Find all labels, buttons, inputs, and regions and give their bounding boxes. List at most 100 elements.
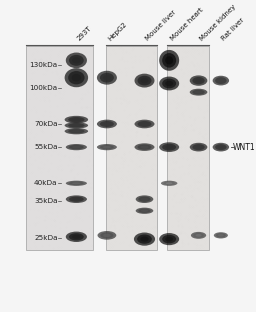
Ellipse shape: [97, 71, 117, 85]
Ellipse shape: [103, 122, 111, 126]
Ellipse shape: [137, 121, 152, 127]
Ellipse shape: [162, 235, 176, 243]
Ellipse shape: [72, 198, 81, 201]
Ellipse shape: [216, 233, 226, 237]
Text: Mouse liver: Mouse liver: [144, 9, 177, 41]
Ellipse shape: [138, 209, 151, 213]
Ellipse shape: [218, 79, 224, 83]
Ellipse shape: [66, 195, 87, 203]
Ellipse shape: [68, 129, 84, 134]
Text: WNT1: WNT1: [233, 143, 256, 152]
Ellipse shape: [69, 145, 84, 149]
Ellipse shape: [69, 233, 84, 241]
Ellipse shape: [161, 181, 177, 186]
FancyBboxPatch shape: [26, 46, 93, 250]
Text: 25kDa: 25kDa: [34, 235, 58, 241]
Ellipse shape: [192, 90, 205, 95]
Ellipse shape: [69, 197, 84, 202]
Ellipse shape: [196, 234, 201, 237]
Ellipse shape: [134, 143, 154, 151]
Ellipse shape: [162, 53, 176, 68]
Ellipse shape: [162, 79, 176, 88]
Ellipse shape: [103, 146, 111, 149]
Ellipse shape: [159, 233, 179, 245]
Ellipse shape: [100, 232, 113, 238]
Ellipse shape: [159, 76, 179, 90]
Ellipse shape: [192, 77, 205, 84]
Ellipse shape: [72, 118, 81, 121]
Ellipse shape: [65, 128, 88, 134]
Ellipse shape: [72, 124, 81, 127]
Ellipse shape: [193, 233, 204, 238]
Ellipse shape: [137, 144, 152, 150]
Ellipse shape: [162, 144, 176, 150]
Ellipse shape: [68, 117, 84, 122]
Text: 130kDa: 130kDa: [29, 62, 58, 68]
Ellipse shape: [213, 143, 229, 151]
Text: 293T: 293T: [76, 25, 93, 41]
Ellipse shape: [165, 56, 173, 65]
Ellipse shape: [137, 235, 152, 244]
Ellipse shape: [134, 232, 155, 246]
Ellipse shape: [215, 77, 227, 84]
Ellipse shape: [98, 231, 116, 240]
FancyBboxPatch shape: [167, 46, 209, 250]
Ellipse shape: [215, 144, 227, 150]
Ellipse shape: [69, 182, 84, 185]
Ellipse shape: [68, 123, 84, 128]
Ellipse shape: [66, 52, 87, 68]
Ellipse shape: [195, 145, 202, 149]
Ellipse shape: [195, 91, 202, 94]
Ellipse shape: [72, 146, 81, 149]
Ellipse shape: [140, 236, 149, 242]
Ellipse shape: [166, 182, 173, 184]
Ellipse shape: [141, 146, 148, 149]
Ellipse shape: [190, 89, 207, 96]
Ellipse shape: [72, 74, 81, 81]
Ellipse shape: [97, 119, 117, 128]
Ellipse shape: [72, 130, 81, 133]
Ellipse shape: [159, 142, 179, 152]
Ellipse shape: [69, 55, 84, 66]
Text: 55kDa: 55kDa: [34, 144, 58, 150]
Ellipse shape: [159, 50, 179, 71]
Ellipse shape: [192, 144, 205, 150]
Ellipse shape: [66, 232, 87, 242]
Ellipse shape: [195, 79, 202, 83]
FancyBboxPatch shape: [106, 46, 157, 250]
Ellipse shape: [103, 75, 111, 80]
Text: Mouse heart: Mouse heart: [169, 7, 204, 41]
Text: Rat liver: Rat liver: [221, 17, 246, 41]
Ellipse shape: [141, 210, 148, 212]
Ellipse shape: [136, 208, 153, 214]
Ellipse shape: [213, 76, 229, 85]
Ellipse shape: [138, 197, 151, 202]
Ellipse shape: [191, 232, 206, 239]
Ellipse shape: [66, 144, 87, 150]
Ellipse shape: [218, 234, 224, 236]
Ellipse shape: [103, 234, 111, 237]
Ellipse shape: [72, 182, 81, 184]
Ellipse shape: [72, 57, 81, 63]
Ellipse shape: [141, 78, 148, 83]
Ellipse shape: [65, 68, 88, 87]
Ellipse shape: [137, 76, 152, 85]
Ellipse shape: [66, 181, 87, 186]
Text: 100kDa: 100kDa: [29, 85, 58, 91]
Ellipse shape: [165, 237, 173, 241]
Ellipse shape: [136, 195, 153, 203]
Ellipse shape: [72, 235, 81, 239]
Ellipse shape: [100, 73, 114, 83]
Ellipse shape: [165, 81, 173, 86]
Ellipse shape: [218, 145, 224, 149]
Ellipse shape: [165, 145, 173, 149]
Ellipse shape: [141, 122, 148, 126]
Ellipse shape: [190, 76, 207, 86]
Ellipse shape: [134, 74, 154, 88]
Ellipse shape: [65, 116, 88, 124]
Ellipse shape: [190, 143, 207, 151]
Ellipse shape: [65, 122, 88, 129]
Text: HepG2: HepG2: [107, 21, 128, 41]
Text: 40kDa: 40kDa: [34, 180, 58, 186]
Ellipse shape: [97, 144, 117, 150]
